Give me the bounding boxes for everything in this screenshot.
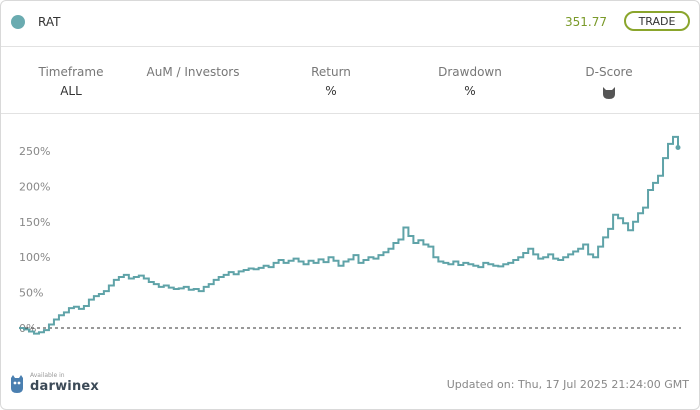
brand-name: darwinex [30,379,100,394]
y-tick-label: 50% [19,287,43,300]
trade-button[interactable]: TRADE [624,11,690,31]
return-series-line [19,135,679,335]
stat-value: % [464,84,476,98]
darwinex-logo[interactable]: Available in darwinex [9,372,109,398]
y-tick-label: 100% [19,251,50,264]
updated-label: Updated on: [446,378,515,391]
y-tick-label: 200% [19,180,50,193]
stats-row: Timeframe ALL AuM / Investors Return % D… [1,47,699,114]
darwinex-mascot-icon [9,374,25,398]
series-end-point [675,144,681,150]
available-in-label: Available in [30,372,65,379]
stat-value[interactable]: ALL [60,84,82,98]
stat-timeframe: Timeframe ALL [1,65,141,98]
updated-value: Thu, 17 Jul 2025 21:24:00 GMT [517,378,689,391]
stat-aum-investors: AuM / Investors [123,65,263,84]
stat-label: D-Score [585,65,633,79]
updated-timestamp: Updated on: Thu, 17 Jul 2025 21:24:00 GM… [447,378,689,391]
stat-label: AuM / Investors [146,65,240,79]
return-chart-svg: 0%50%100%150%200%250% [19,135,681,335]
y-tick-label: 250% [19,145,50,158]
stat-dscore: D-Score [539,65,679,104]
stat-label: Drawdown [438,65,502,79]
price-value: 351.77 [565,15,607,29]
card-header: RAT 351.77 TRADE [1,1,699,47]
strategy-color-dot [11,15,25,29]
stat-return: Return % [261,65,401,98]
y-tick-label: 150% [19,216,50,229]
return-chart: 0% 50% 100% 150% 200% 250% [1,114,699,368]
strategy-name[interactable]: RAT [38,15,61,29]
stat-value: % [325,84,337,98]
stat-label: Return [311,65,351,79]
stat-drawdown: Drawdown % [400,65,540,98]
stat-label: Timeframe [38,65,104,79]
dscore-cat-icon [601,84,617,104]
